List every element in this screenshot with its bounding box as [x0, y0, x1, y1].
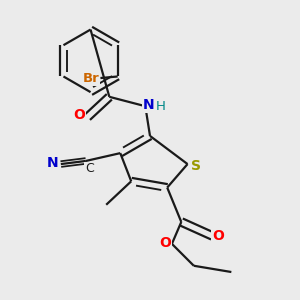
Text: O: O: [212, 229, 224, 243]
Text: O: O: [74, 108, 85, 122]
Text: O: O: [159, 236, 171, 250]
Text: N: N: [47, 157, 59, 170]
Text: N: N: [143, 98, 155, 112]
Text: S: S: [191, 159, 201, 172]
Text: Br: Br: [83, 72, 99, 85]
Text: H: H: [156, 100, 166, 113]
Text: C: C: [85, 162, 94, 175]
